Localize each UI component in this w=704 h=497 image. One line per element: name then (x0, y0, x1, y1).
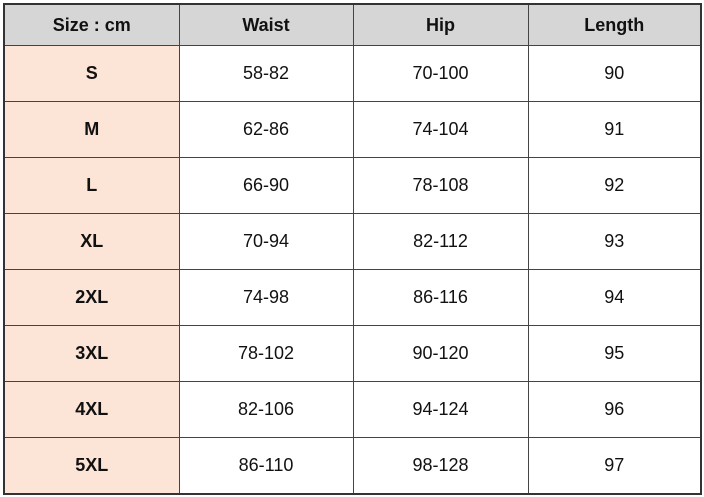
table-cell: 82-106 (178, 381, 354, 438)
table-row: 5XL 86-110 98-128 97 (3, 437, 702, 495)
table-row: 2XL 74-98 86-116 94 (3, 269, 702, 326)
table-row: XL 70-94 82-112 93 (3, 213, 702, 270)
size-cell: 2XL (3, 269, 180, 326)
header-cell: Length (527, 3, 702, 46)
table-cell: 62-86 (178, 101, 354, 158)
table-cell: 90-120 (352, 325, 529, 382)
table-cell: 82-112 (352, 213, 529, 270)
table-cell: 94 (527, 269, 702, 326)
table-cell: 93 (527, 213, 702, 270)
table-row: L 66-90 78-108 92 (3, 157, 702, 214)
size-cell: M (3, 101, 180, 158)
table-row: S 58-82 70-100 90 (3, 45, 702, 102)
header-cell: Hip (352, 3, 529, 46)
table-header: Size : cm Waist Hip Length (3, 3, 702, 46)
table-cell: 70-94 (178, 213, 354, 270)
size-cell: S (3, 45, 180, 102)
header-row: Size : cm Waist Hip Length (3, 3, 702, 46)
table-cell: 98-128 (352, 437, 529, 495)
header-cell: Waist (178, 3, 354, 46)
table-cell: 66-90 (178, 157, 354, 214)
table-cell: 95 (527, 325, 702, 382)
size-cell: XL (3, 213, 180, 270)
table-body: S 58-82 70-100 90 M 62-86 74-104 91 L 66-90 78-108… (3, 45, 702, 495)
size-cell: 3XL (3, 325, 180, 382)
table-cell: 96 (527, 381, 702, 438)
table-row: 3XL 78-102 90-120 95 (3, 325, 702, 382)
size-cell: L (3, 157, 180, 214)
table-cell: 58-82 (178, 45, 354, 102)
table-cell: 92 (527, 157, 702, 214)
size-cell: 5XL (3, 437, 180, 495)
table-cell: 86-110 (178, 437, 354, 495)
header-cell: Size : cm (3, 3, 180, 46)
table-cell: 91 (527, 101, 702, 158)
table-cell: 70-100 (352, 45, 529, 102)
size-cell: 4XL (3, 381, 180, 438)
table-cell: 74-104 (352, 101, 529, 158)
table-cell: 90 (527, 45, 702, 102)
table-row: M 62-86 74-104 91 (3, 101, 702, 158)
table-cell: 97 (527, 437, 702, 495)
table-cell: 86-116 (352, 269, 529, 326)
size-table: Size : cm Waist Hip Length S 58-82 70-100 90 M 6… (3, 3, 702, 495)
table-cell: 78-108 (352, 157, 529, 214)
table-cell: 94-124 (352, 381, 529, 438)
table-cell: 74-98 (178, 269, 354, 326)
table-cell: 78-102 (178, 325, 354, 382)
table-row: 4XL 82-106 94-124 96 (3, 381, 702, 438)
